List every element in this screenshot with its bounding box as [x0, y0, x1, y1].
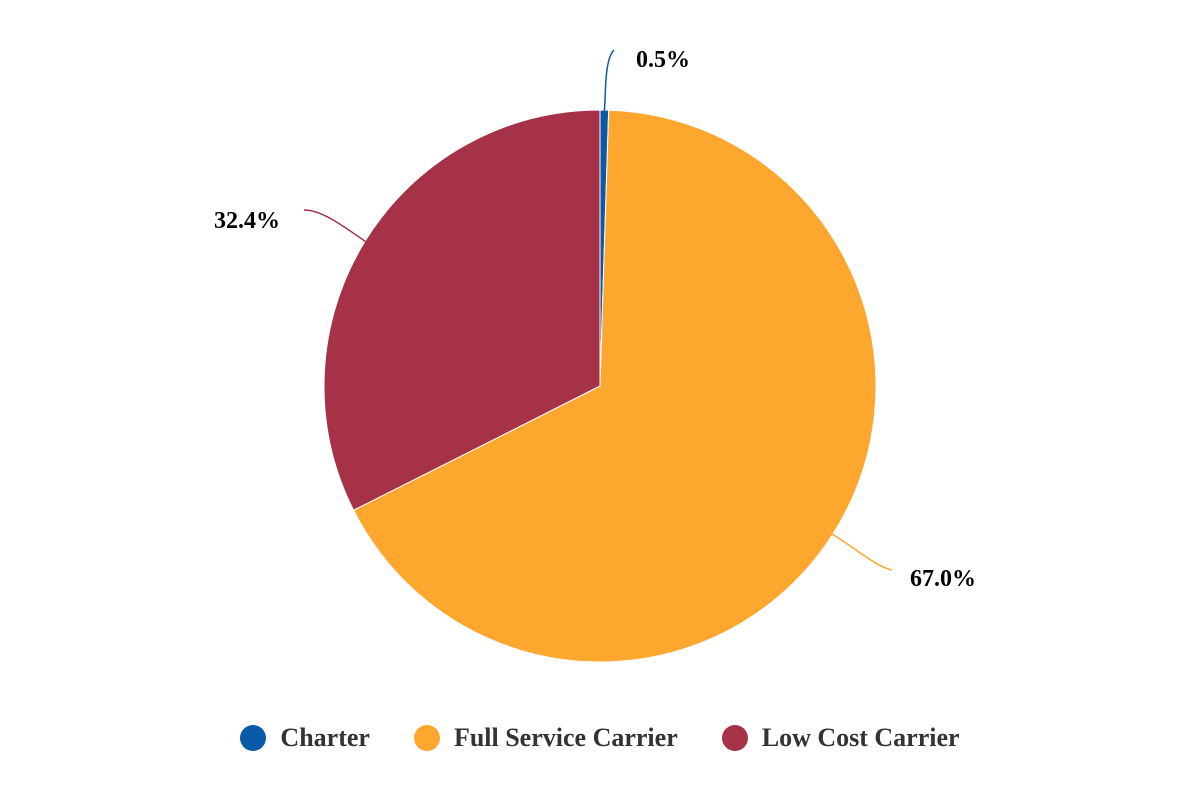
legend-item-low-cost-carrier[interactable]: Low Cost Carrier — [721, 723, 960, 753]
legend-label-full-service-carrier: Full Service Carrier — [453, 723, 678, 752]
leader-line-full-service-carrier — [831, 533, 893, 571]
legend-label-charter: Charter — [280, 723, 370, 752]
leader-lines — [303, 49, 893, 571]
legend-item-full-service-carrier[interactable]: Full Service Carrier — [413, 723, 678, 753]
slice-labels: 0.5% 67.0% 32.4% — [214, 47, 976, 592]
legend-dot-charter — [240, 725, 267, 751]
leader-line-low-cost-carrier — [303, 209, 367, 243]
slice-label-charter: 0.5% — [636, 47, 690, 73]
slice-label-low-cost-carrier: 32.4% — [214, 208, 280, 234]
legend-label-low-cost-carrier: Low Cost Carrier — [761, 723, 960, 752]
slice-label-full-service-carrier: 67.0% — [910, 566, 976, 592]
legend: Charter Full Service Carrier Low Cost Ca… — [0, 716, 1200, 760]
legend-dot-full-service-carrier — [413, 725, 440, 751]
legend-dot-low-cost-carrier — [721, 725, 748, 751]
pie-slices — [323, 109, 877, 663]
legend-item-charter[interactable]: Charter — [240, 723, 370, 753]
leader-line-charter — [603, 49, 615, 112]
